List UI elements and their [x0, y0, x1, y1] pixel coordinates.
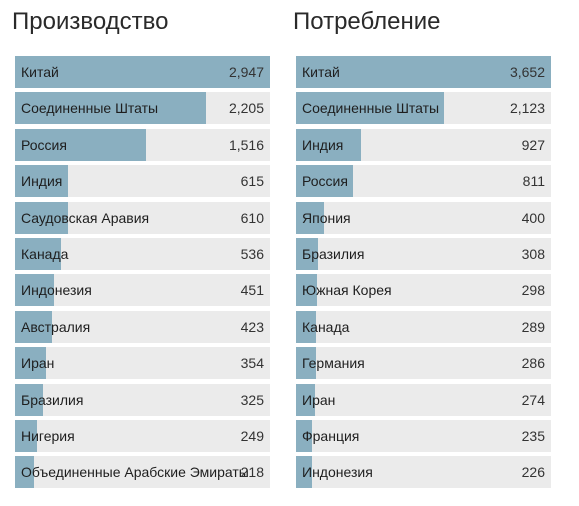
bar-value: 308 [521, 246, 545, 262]
bar-value: 927 [521, 136, 545, 153]
bar-label: Германия [302, 355, 365, 372]
bar-row: Саудовская Аравия 610 [15, 201, 270, 234]
bar-label: Иран [21, 355, 55, 372]
bar-value: 354 [240, 355, 264, 372]
bar-value: 2,205 [228, 100, 264, 117]
bar [15, 165, 69, 198]
bar-row: Япония 400 [296, 201, 551, 234]
bar [15, 92, 206, 125]
bar-row: Китай 2,947 [15, 56, 270, 88]
bar-label: Нигерия [21, 428, 75, 444]
bar-label: Франция [302, 428, 360, 444]
bar-value: 286 [521, 355, 545, 372]
bar-row: Бразилия 308 [296, 238, 551, 270]
bar-label: Австралия [21, 318, 91, 335]
bar-value: 274 [521, 391, 545, 408]
production-title: Производство [12, 8, 169, 35]
bar-label: Бразилия [302, 246, 365, 262]
bar [15, 383, 44, 416]
bar-label: Соединенные Штаты [302, 100, 440, 117]
bar-value: 1,516 [228, 136, 264, 153]
bar-label: Иран [302, 391, 336, 408]
bar [15, 456, 34, 489]
bar-label: Китай [21, 64, 59, 80]
bar-row: Китай 3,652 [296, 56, 551, 88]
bar-value: 249 [240, 428, 264, 444]
bar-row: Соединенные Штаты 2,205 [15, 92, 270, 125]
bar [296, 56, 551, 88]
bar-label: Канада [21, 246, 69, 262]
bar-row: Объединенные Арабские Эмираты 218 [15, 456, 270, 489]
bar-value: 3,652 [509, 64, 545, 80]
bar [15, 274, 55, 307]
bar-label: Индонезия [21, 282, 92, 299]
bar-label: Япония [302, 209, 351, 226]
bar-row: Канада 289 [296, 310, 551, 343]
bar-row: Бразилия 325 [15, 383, 270, 416]
bar [15, 347, 46, 380]
bar-value: 289 [521, 318, 545, 335]
bar-value: 218 [240, 464, 264, 481]
bar-value: 610 [240, 209, 264, 226]
bar-label: Саудовская Аравия [21, 209, 150, 226]
bar-value: 325 [240, 391, 264, 408]
bar-value: 400 [521, 209, 545, 226]
bar-row: Индонезия 226 [296, 456, 551, 489]
bar-row: Иран 274 [296, 383, 551, 416]
bar [296, 456, 312, 489]
bar-label: Россия [21, 136, 67, 153]
bar [296, 238, 318, 270]
bar-row: Индия 615 [15, 165, 270, 198]
bar-value: 451 [240, 282, 264, 299]
bar-row: Канада 536 [15, 238, 270, 270]
bar-row: Соединенные Штаты 2,123 [296, 92, 551, 125]
bar-row: Южная Корея 298 [296, 274, 551, 307]
bar-label: Бразилия [21, 391, 84, 408]
bar [296, 383, 316, 416]
bar-label: Индонезия [302, 464, 373, 481]
bar [296, 347, 316, 380]
bar-value: 615 [240, 173, 264, 190]
bar [15, 201, 68, 234]
bar [296, 420, 313, 452]
bar-label: Объединенные Арабские Эмираты [21, 464, 249, 481]
bar-label: Китай [302, 64, 340, 80]
bar-label: Индия [302, 136, 344, 153]
bar [15, 56, 270, 88]
bar-label: Южная Корея [302, 282, 392, 299]
bar-row: Индия 927 [296, 128, 551, 161]
bar [296, 201, 324, 234]
bar [15, 310, 52, 343]
bar-row: Германия 286 [296, 347, 551, 380]
bar-label: Соединенные Штаты [21, 100, 159, 117]
bar-value: 298 [521, 282, 545, 299]
bar-label: Россия [302, 173, 348, 190]
bar-value: 2,123 [509, 100, 545, 117]
bar-label: Индия [21, 173, 63, 190]
bar-row: Нигерия 249 [15, 420, 270, 452]
bar-row: Иран 354 [15, 347, 270, 380]
bar-row: Франция 235 [296, 420, 551, 452]
bar-value: 235 [521, 428, 545, 444]
bar [296, 310, 317, 343]
bar-value: 536 [240, 246, 264, 262]
bar [15, 128, 147, 161]
bar-value: 226 [521, 464, 545, 481]
bar-value: 2,947 [228, 64, 264, 80]
bar-label: Канада [302, 318, 350, 335]
bar [296, 165, 353, 198]
bar [296, 92, 445, 125]
bar-row: Индонезия 451 [15, 274, 270, 307]
bar [15, 420, 37, 452]
bar [296, 274, 317, 307]
bar-row: Австралия 423 [15, 310, 270, 343]
bar-row: Россия 811 [296, 165, 551, 198]
bar-value: 811 [522, 173, 545, 190]
bar-value: 423 [240, 318, 264, 335]
bar-row: Россия 1,516 [15, 128, 270, 161]
bar [296, 128, 361, 161]
consumption-title: Потребление [293, 8, 441, 35]
bar [15, 238, 62, 270]
